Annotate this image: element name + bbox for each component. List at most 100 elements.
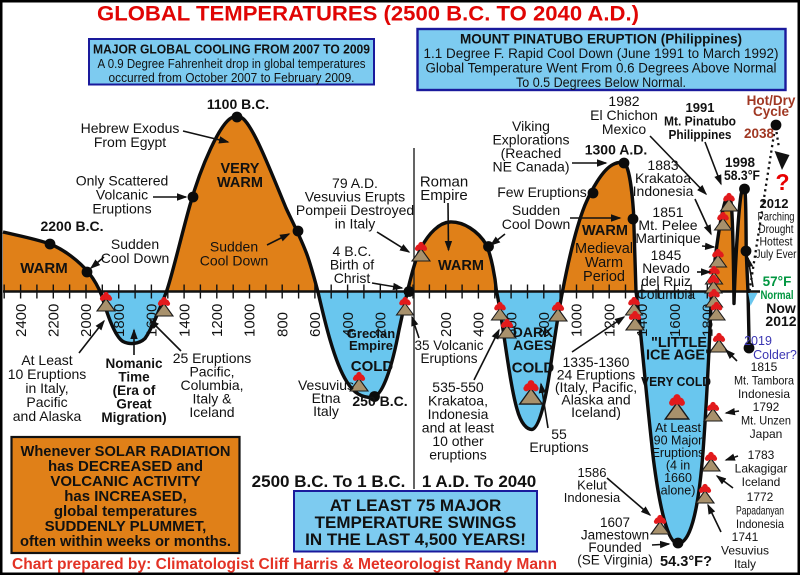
svg-text:1200: 1200 (209, 304, 226, 337)
svg-text:2200: 2200 (46, 304, 63, 337)
svg-text:Vesuvius: Vesuvius (721, 544, 769, 558)
svg-text:1991: 1991 (686, 100, 715, 115)
svg-text:2500 B.C. To 1 B.C.: 2500 B.C. To 1 B.C. (252, 472, 406, 491)
svg-text:Jamestown: Jamestown (581, 528, 649, 543)
svg-text:1586: 1586 (578, 465, 607, 480)
svg-text:To 0.5 Degrees Below Normal.: To 0.5 Degrees Below Normal. (516, 75, 686, 90)
svg-text:Drought: Drought (759, 222, 795, 236)
svg-text:2012: 2012 (765, 313, 796, 329)
svg-text:(Era of: (Era of (113, 383, 156, 398)
svg-text:1335-1360: 1335-1360 (563, 354, 630, 370)
svg-text:has DECREASED and: has DECREASED and (48, 458, 203, 475)
svg-text:1600: 1600 (667, 304, 684, 337)
svg-text:Pompeii Destroyed: Pompeii Destroyed (296, 202, 414, 218)
svg-text:NE Canada): NE Canada) (492, 159, 569, 175)
svg-text:Alaska and: Alaska and (561, 392, 630, 408)
svg-text:Columbia,: Columbia, (180, 377, 243, 393)
svg-text:1772: 1772 (747, 490, 774, 504)
svg-text:TEMPERATURE SWINGS: TEMPERATURE SWINGS (315, 513, 517, 532)
svg-text:Papadanyan: Papadanyan (736, 504, 784, 518)
svg-text:A 0.9 Degree Fahrenheit drop i: A 0.9 Degree Fahrenheit drop in global t… (98, 56, 366, 71)
svg-text:Eruptions: Eruptions (420, 351, 477, 366)
svg-text:WARM: WARM (20, 260, 68, 277)
svg-text:Chart prepared by: Climatologi: Chart prepared by: Climatologist Cliff H… (12, 556, 557, 573)
svg-text:1000: 1000 (242, 304, 259, 337)
svg-text:Krakatoa,: Krakatoa, (428, 393, 488, 409)
svg-text:1200: 1200 (601, 304, 618, 337)
svg-text:SUDDENLY PLUMMET,: SUDDENLY PLUMMET, (45, 518, 207, 535)
svg-text:Italy: Italy (734, 557, 756, 571)
svg-text:Indonesia: Indonesia (428, 406, 489, 422)
svg-text:AT LEAST 75 MAJOR: AT LEAST 75 MAJOR (330, 496, 502, 515)
svg-text:Indonesia: Indonesia (564, 490, 621, 505)
svg-text:Vesuvius Erupts: Vesuvius Erupts (305, 189, 405, 205)
svg-text:Normal: Normal (761, 288, 794, 302)
svg-text:MOUNT PINATUBO ERUPTION (Phili: MOUNT PINATUBO ERUPTION (Philippines) (460, 32, 742, 47)
svg-text:Indonesia: Indonesia (633, 183, 694, 199)
svg-text:in Italy: in Italy (335, 216, 375, 232)
svg-text:AGES: AGES (513, 337, 553, 353)
svg-text:Mt. Unzen: Mt. Unzen (741, 414, 791, 428)
svg-text:July Ever: July Ever (756, 247, 797, 261)
svg-text:2400: 2400 (13, 304, 30, 337)
svg-text:Columbia: Columbia (637, 287, 696, 302)
svg-text:Medieval: Medieval (575, 241, 633, 257)
svg-text:WARM: WARM (217, 175, 263, 191)
svg-text:Birth of: Birth of (330, 257, 374, 273)
svg-text:1.1 Degree F. Rapid Cool Down: 1.1 Degree F. Rapid Cool Down (June 1991… (424, 46, 779, 61)
svg-text:55: 55 (551, 426, 567, 442)
svg-text:At Least: At Least (21, 352, 72, 368)
svg-text:Krakatoa: Krakatoa (635, 170, 691, 186)
svg-text:Hebrew Exodus: Hebrew Exodus (81, 120, 180, 136)
svg-text:1400: 1400 (176, 304, 193, 337)
svg-text:Mexico: Mexico (602, 121, 647, 137)
svg-text:Cycle: Cycle (753, 104, 790, 119)
svg-text:Pacific: Pacific (26, 394, 67, 410)
svg-text:1000: 1000 (569, 304, 586, 337)
svg-text:2038: 2038 (744, 126, 775, 141)
svg-text:Mt. Pinatubo: Mt. Pinatubo (664, 114, 736, 129)
svg-text:Hot/Dry: Hot/Dry (747, 93, 796, 108)
svg-text:1851: 1851 (652, 204, 683, 220)
svg-text:90 Major: 90 Major (654, 434, 703, 448)
svg-text:Sudden: Sudden (210, 239, 258, 255)
svg-text:Sudden: Sudden (512, 202, 560, 218)
svg-text:Few Eruptions: Few Eruptions (497, 184, 586, 200)
svg-text:Mt. Pelee: Mt. Pelee (638, 217, 697, 233)
svg-text:Hottest: Hottest (760, 235, 794, 249)
svg-text:58.3°F: 58.3°F (724, 168, 760, 183)
svg-text:(4 in: (4 in (666, 459, 690, 473)
svg-text:Migration): Migration) (101, 410, 166, 425)
svg-text:Nomanic: Nomanic (105, 356, 163, 371)
svg-text:25 Eruptions: 25 Eruptions (173, 350, 252, 366)
svg-text:1 A.D. To 2040: 1 A.D. To 2040 (422, 472, 536, 491)
svg-text:Philippines: Philippines (669, 127, 732, 142)
svg-text:Etna: Etna (312, 390, 341, 406)
svg-text:alone): alone) (661, 484, 696, 498)
svg-text:Iceland: Iceland (742, 475, 781, 489)
svg-text:400: 400 (340, 312, 357, 337)
svg-text:Indonesia: Indonesia (736, 517, 784, 531)
svg-text:(SE Virginia): (SE Virginia) (577, 553, 653, 568)
svg-text:(Italy, Pacific,: (Italy, Pacific, (555, 379, 637, 395)
svg-text:1300 A.D.: 1300 A.D. (585, 142, 648, 158)
svg-text:Grecian: Grecian (347, 326, 395, 341)
svg-text:1660: 1660 (664, 471, 692, 485)
svg-text:(Reached: (Reached (501, 145, 562, 161)
svg-text:10 other: 10 other (432, 433, 484, 449)
svg-text:COLD: COLD (512, 360, 555, 377)
svg-text:El Chichon: El Chichon (590, 107, 658, 123)
svg-text:in Italy,: in Italy, (25, 380, 68, 396)
svg-text:Warm: Warm (585, 255, 623, 271)
svg-text:1883: 1883 (647, 157, 678, 173)
svg-text:From Egypt: From Egypt (94, 134, 166, 150)
svg-text:57°F: 57°F (763, 274, 792, 289)
svg-text:global temperatures: global temperatures (54, 503, 197, 520)
svg-text:At Least: At Least (655, 421, 701, 435)
svg-text:800: 800 (536, 312, 553, 337)
svg-text:Pacific,: Pacific, (189, 364, 234, 380)
svg-text:54.3°F?: 54.3°F? (660, 553, 712, 570)
svg-text:Japan: Japan (750, 427, 783, 441)
svg-text:Christ: Christ (334, 270, 371, 286)
svg-text:Whenever SOLAR RADIATION: Whenever SOLAR RADIATION (21, 443, 231, 460)
